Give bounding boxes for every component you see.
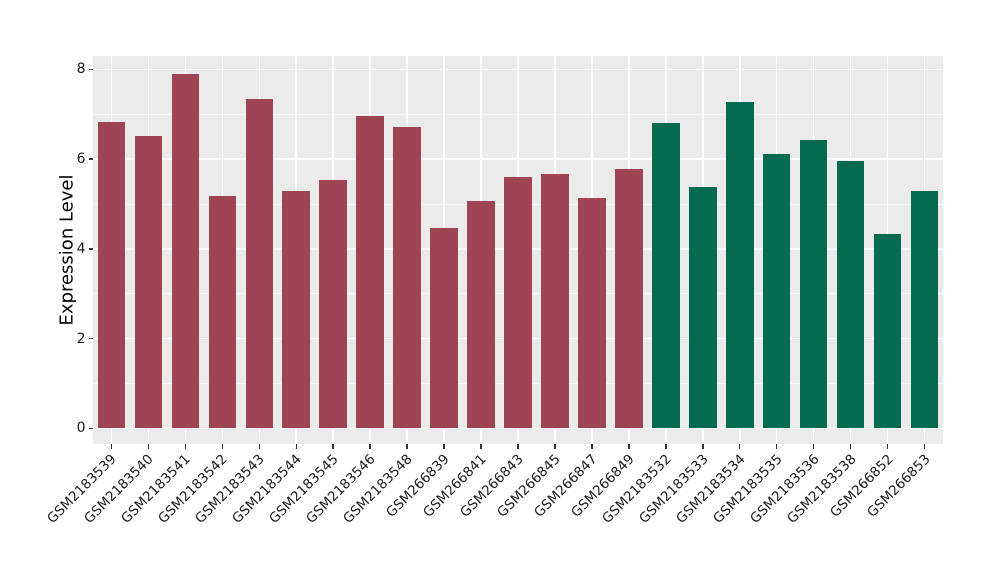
bar-GSM266845 — [541, 173, 569, 429]
bar-GSM2183546 — [356, 115, 384, 429]
bar-GSM2183545 — [319, 179, 347, 429]
bar-GSM2183539 — [97, 121, 126, 429]
bar-GSM266843 — [504, 177, 532, 429]
bar-GSM2183534 — [725, 101, 754, 429]
bar-GSM2183533 — [689, 186, 717, 429]
bar-GSM266841 — [467, 200, 495, 429]
bar-GSM2183544 — [282, 191, 311, 429]
x-tick-mark-GSM266847 — [591, 444, 593, 449]
bar-GSM266847 — [578, 197, 606, 429]
y-tick-label-2: 2 — [76, 330, 86, 347]
y-tick-mark-8 — [88, 68, 93, 71]
x-tick-mark-GSM2183546 — [369, 444, 371, 449]
bar-GSM2183538 — [836, 161, 865, 429]
y-tick-mark-0 — [88, 427, 93, 430]
x-tick-mark-GSM2183541 — [184, 444, 187, 449]
x-tick-mark-GSM2183538 — [849, 444, 852, 449]
bar-GSM2183532 — [652, 122, 680, 429]
x-tick-mark-GSM2183545 — [332, 444, 334, 449]
y-tick-mark-6 — [88, 158, 93, 160]
x-tick-mark-GSM2183536 — [812, 444, 815, 449]
x-tick-mark-GSM2183534 — [738, 444, 741, 449]
bar-GSM2183542 — [208, 195, 237, 429]
x-tick-mark-GSM266849 — [628, 444, 630, 449]
bar-GSM2183535 — [762, 153, 791, 429]
bar-GSM2183541 — [171, 74, 200, 429]
x-tick-mark-GSM2183539 — [110, 444, 113, 449]
bar-GSM266849 — [615, 169, 643, 429]
plot-panel — [93, 56, 943, 444]
x-tick-mark-GSM2183535 — [775, 444, 778, 449]
bar-GSM2183536 — [799, 139, 828, 429]
x-tick-mark-GSM2183540 — [147, 444, 150, 449]
y-tick-label-8: 8 — [76, 61, 86, 78]
bar-GSM266853 — [910, 191, 939, 429]
bar-GSM2183548 — [393, 127, 421, 429]
x-tick-mark-GSM266852 — [886, 444, 889, 449]
bar-GSM266839 — [430, 227, 458, 429]
y-tick-mark-2 — [88, 337, 93, 340]
x-tick-mark-GSM266845 — [554, 444, 556, 449]
x-tick-mark-GSM266841 — [480, 444, 482, 449]
y-tick-label-6: 6 — [76, 151, 86, 168]
x-tick-mark-GSM266853 — [923, 444, 926, 449]
x-tick-mark-GSM266839 — [443, 444, 445, 449]
x-tick-mark-GSM2183544 — [295, 444, 297, 449]
bar-GSM266852 — [873, 234, 902, 429]
y-tick-label-0: 0 — [76, 420, 86, 437]
x-tick-mark-GSM2183533 — [702, 444, 704, 449]
x-tick-mark-GSM266843 — [517, 444, 519, 449]
x-tick-mark-GSM2183532 — [665, 444, 667, 449]
x-tick-mark-GSM2183548 — [406, 444, 408, 449]
x-tick-mark-GSM2183543 — [258, 444, 261, 449]
bar-GSM2183540 — [134, 135, 163, 429]
y-tick-label-4: 4 — [76, 240, 86, 257]
y-tick-mark-4 — [88, 248, 93, 250]
bar-GSM2183543 — [245, 98, 274, 429]
x-tick-mark-GSM2183542 — [221, 444, 224, 449]
